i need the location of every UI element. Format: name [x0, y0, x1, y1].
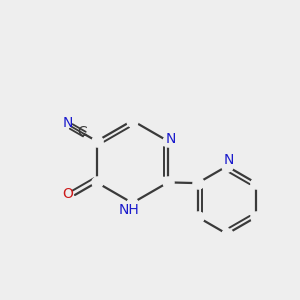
Text: N: N [62, 116, 73, 130]
Text: N: N [166, 132, 176, 146]
Text: O: O [62, 187, 73, 201]
Text: N: N [223, 153, 234, 167]
Text: C: C [77, 125, 87, 139]
Text: NH: NH [119, 203, 140, 218]
